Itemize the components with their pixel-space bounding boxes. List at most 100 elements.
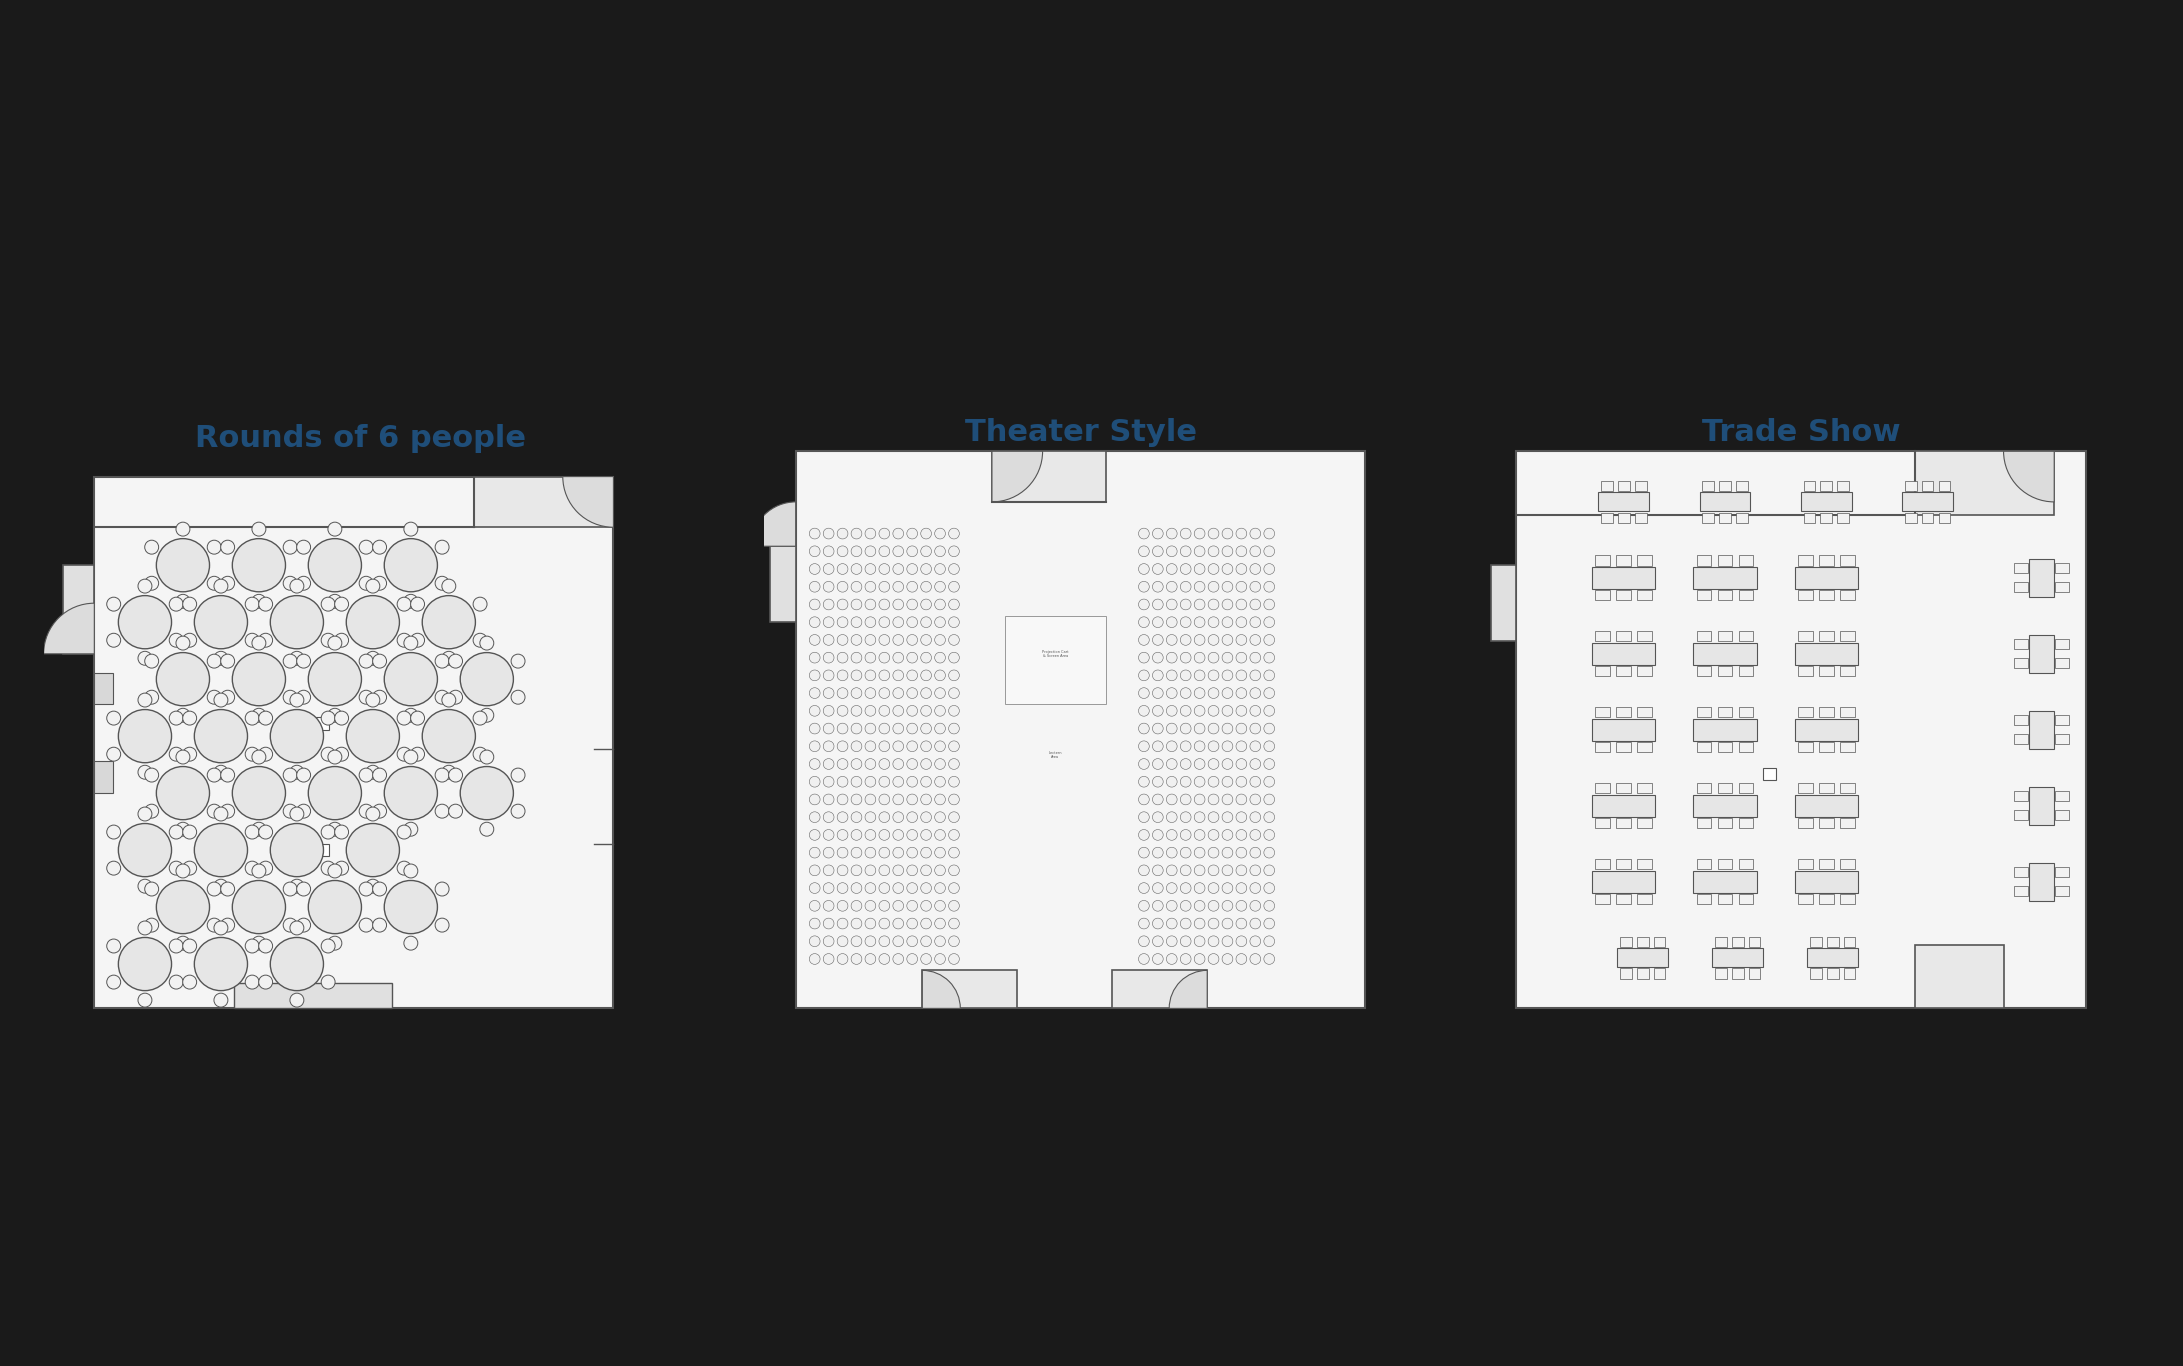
Circle shape xyxy=(810,705,821,716)
Bar xyxy=(1718,859,1733,869)
Circle shape xyxy=(1264,723,1275,734)
Circle shape xyxy=(1140,953,1148,964)
Circle shape xyxy=(950,865,958,876)
Bar xyxy=(771,546,795,622)
Circle shape xyxy=(327,709,343,723)
Circle shape xyxy=(1140,794,1148,805)
Circle shape xyxy=(921,600,932,609)
Circle shape xyxy=(1264,652,1275,663)
Circle shape xyxy=(373,768,386,783)
Circle shape xyxy=(1251,546,1262,557)
Circle shape xyxy=(177,594,190,608)
Circle shape xyxy=(823,687,834,698)
Circle shape xyxy=(823,723,834,734)
Circle shape xyxy=(1166,546,1177,557)
Bar xyxy=(1738,742,1753,753)
Circle shape xyxy=(1236,582,1246,591)
Circle shape xyxy=(1222,705,1233,716)
Circle shape xyxy=(823,600,834,609)
Circle shape xyxy=(511,654,526,668)
Bar xyxy=(1696,818,1711,828)
Circle shape xyxy=(1222,617,1233,627)
Circle shape xyxy=(1222,723,1233,734)
Circle shape xyxy=(934,669,945,680)
Bar xyxy=(2015,735,2028,744)
Circle shape xyxy=(1153,546,1164,557)
Bar xyxy=(1799,783,1812,794)
Circle shape xyxy=(1251,617,1262,627)
Circle shape xyxy=(864,564,875,574)
Bar xyxy=(921,970,1017,1008)
Circle shape xyxy=(373,805,386,818)
Circle shape xyxy=(1153,617,1164,627)
Circle shape xyxy=(893,918,904,929)
Bar xyxy=(1799,859,1812,869)
Bar xyxy=(1738,895,1753,904)
Circle shape xyxy=(950,723,958,734)
Circle shape xyxy=(823,953,834,964)
Circle shape xyxy=(410,712,424,725)
Bar xyxy=(1921,481,1934,492)
Circle shape xyxy=(1264,687,1275,698)
Circle shape xyxy=(144,576,159,590)
Bar xyxy=(2056,639,2069,649)
Bar xyxy=(2015,716,2028,725)
Circle shape xyxy=(397,825,410,839)
Circle shape xyxy=(1264,900,1275,911)
Circle shape xyxy=(1166,529,1177,540)
Circle shape xyxy=(183,975,196,989)
Circle shape xyxy=(284,540,297,555)
Circle shape xyxy=(474,747,487,761)
Circle shape xyxy=(1194,582,1205,591)
Circle shape xyxy=(207,768,220,783)
Circle shape xyxy=(1181,705,1192,716)
Bar xyxy=(1808,948,1858,967)
Bar xyxy=(1618,948,1668,967)
Circle shape xyxy=(851,953,862,964)
Circle shape xyxy=(334,747,349,761)
Circle shape xyxy=(810,936,821,947)
Circle shape xyxy=(441,765,456,779)
Circle shape xyxy=(1153,529,1164,540)
Circle shape xyxy=(244,861,260,876)
Circle shape xyxy=(950,546,958,557)
Circle shape xyxy=(1207,723,1218,734)
Circle shape xyxy=(297,576,310,590)
Bar xyxy=(1838,512,1849,523)
Circle shape xyxy=(367,579,380,593)
Circle shape xyxy=(893,723,904,734)
Circle shape xyxy=(177,822,190,836)
Circle shape xyxy=(1140,546,1148,557)
Circle shape xyxy=(1207,829,1218,840)
Circle shape xyxy=(1194,546,1205,557)
Circle shape xyxy=(290,652,303,665)
Circle shape xyxy=(177,750,190,764)
Bar xyxy=(94,761,114,794)
Circle shape xyxy=(1181,953,1192,964)
Circle shape xyxy=(836,847,847,858)
Circle shape xyxy=(1251,529,1262,540)
Bar xyxy=(795,451,1367,1008)
Bar xyxy=(1637,708,1653,717)
Circle shape xyxy=(1264,740,1275,751)
Circle shape xyxy=(810,546,821,557)
Circle shape xyxy=(950,900,958,911)
Bar xyxy=(1615,895,1631,904)
Circle shape xyxy=(308,881,362,933)
Circle shape xyxy=(1207,794,1218,805)
Circle shape xyxy=(934,811,945,822)
Circle shape xyxy=(1251,900,1262,911)
Circle shape xyxy=(334,861,349,876)
Circle shape xyxy=(921,582,932,591)
Circle shape xyxy=(1251,776,1262,787)
Bar xyxy=(1696,859,1711,869)
Circle shape xyxy=(1181,600,1192,609)
Circle shape xyxy=(170,634,183,647)
Circle shape xyxy=(836,723,847,734)
Circle shape xyxy=(880,936,891,947)
Circle shape xyxy=(1153,847,1164,858)
Circle shape xyxy=(1181,723,1192,734)
Circle shape xyxy=(906,811,917,822)
Bar xyxy=(94,673,114,705)
Bar xyxy=(1794,719,1858,740)
